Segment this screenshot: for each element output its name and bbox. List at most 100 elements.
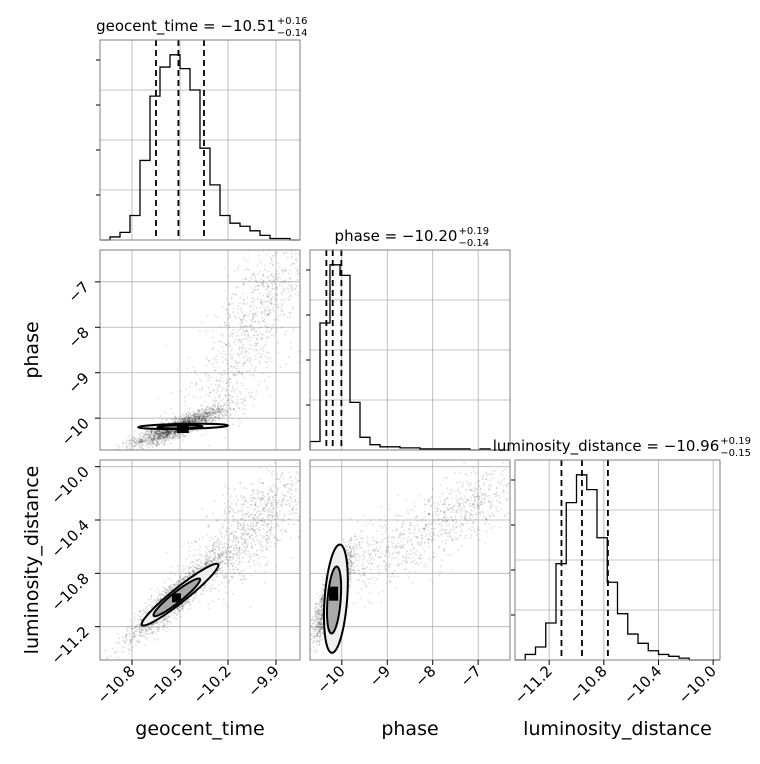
sample-point — [212, 561, 214, 563]
sample-point — [124, 639, 126, 641]
sample-point — [229, 335, 231, 337]
sample-point — [297, 292, 299, 294]
sample-point — [192, 554, 194, 556]
sample-point — [239, 546, 241, 548]
sample-point — [267, 314, 269, 316]
sample-point — [270, 280, 272, 282]
sample-point — [247, 357, 249, 359]
sample-point — [270, 501, 272, 503]
sample-point — [201, 321, 203, 323]
sample-point — [229, 572, 231, 574]
sample-point — [258, 482, 260, 484]
sample-point — [261, 334, 263, 336]
sample-point — [268, 336, 270, 338]
sample-point — [212, 544, 214, 546]
sample-point — [201, 434, 203, 436]
sample-point — [275, 499, 277, 501]
sample-point — [268, 509, 270, 511]
sample-point — [271, 523, 273, 525]
sample-point — [264, 536, 266, 538]
sample-point — [290, 493, 292, 495]
sample-point — [211, 417, 213, 419]
sample-point — [207, 558, 209, 560]
sample-point — [220, 353, 222, 355]
sample-point — [251, 545, 253, 547]
sample-point — [210, 407, 212, 409]
sample-point — [251, 522, 253, 524]
sample-point — [143, 609, 145, 611]
sample-point — [170, 392, 172, 394]
sample-point — [159, 433, 161, 435]
sample-point — [281, 270, 283, 272]
sample-point — [249, 340, 251, 342]
sample-point — [228, 535, 230, 537]
sample-point — [134, 631, 136, 633]
sample-point — [227, 368, 229, 370]
sample-point — [166, 418, 168, 420]
sample-point — [295, 484, 297, 486]
sample-point — [160, 415, 162, 417]
sample-point — [224, 290, 226, 292]
sample-point — [268, 352, 270, 354]
sample-point — [148, 629, 150, 631]
sample-point — [122, 446, 124, 448]
sample-point — [266, 337, 268, 339]
sample-point — [212, 579, 214, 581]
sample-point — [164, 623, 166, 625]
sample-point — [175, 583, 177, 585]
sample-point — [200, 380, 202, 382]
sample-point — [195, 555, 197, 557]
sample-point — [267, 502, 269, 504]
sample-point — [176, 438, 178, 440]
sample-point — [233, 550, 235, 552]
sample-point — [189, 602, 191, 604]
sample-point — [185, 415, 187, 417]
sample-point — [214, 314, 216, 316]
sample-point — [243, 487, 245, 489]
sample-point — [279, 314, 281, 316]
sample-point — [273, 310, 275, 312]
sample-point — [204, 556, 206, 558]
sample-point — [233, 391, 235, 393]
sample-point — [269, 532, 271, 534]
sample-point — [134, 445, 136, 447]
sample-point — [191, 383, 193, 385]
sample-point — [270, 528, 272, 530]
sample-point — [281, 493, 283, 495]
sample-point — [208, 387, 210, 389]
sample-point — [277, 279, 279, 281]
sample-point — [241, 385, 243, 387]
sample-point — [241, 350, 243, 352]
sample-point — [167, 615, 169, 617]
sample-point — [282, 272, 284, 274]
sample-point — [230, 390, 232, 392]
sample-point — [276, 298, 278, 300]
sample-point — [253, 273, 255, 275]
sample-point — [262, 546, 264, 548]
sample-point — [251, 391, 253, 393]
sample-point — [277, 487, 279, 489]
sample-point — [235, 287, 237, 289]
sample-point — [291, 252, 293, 254]
sample-point — [262, 320, 264, 322]
sample-point — [241, 353, 243, 355]
sample-point — [242, 579, 244, 581]
sample-point — [226, 552, 228, 554]
sample-point — [251, 543, 253, 545]
sample-point — [195, 412, 197, 414]
sample-point — [274, 299, 276, 301]
sample-point — [265, 343, 267, 345]
sample-point — [138, 619, 140, 621]
sample-point — [215, 380, 217, 382]
sample-point — [134, 613, 136, 615]
sample-point — [252, 539, 254, 541]
sample-point — [177, 579, 179, 581]
sample-point — [264, 522, 266, 524]
sample-point — [124, 641, 126, 643]
sample-point — [216, 400, 218, 402]
sample-point — [144, 635, 146, 637]
sample-point — [253, 525, 255, 527]
sample-point — [222, 306, 224, 308]
sample-point — [208, 374, 210, 376]
sample-point — [209, 563, 211, 565]
